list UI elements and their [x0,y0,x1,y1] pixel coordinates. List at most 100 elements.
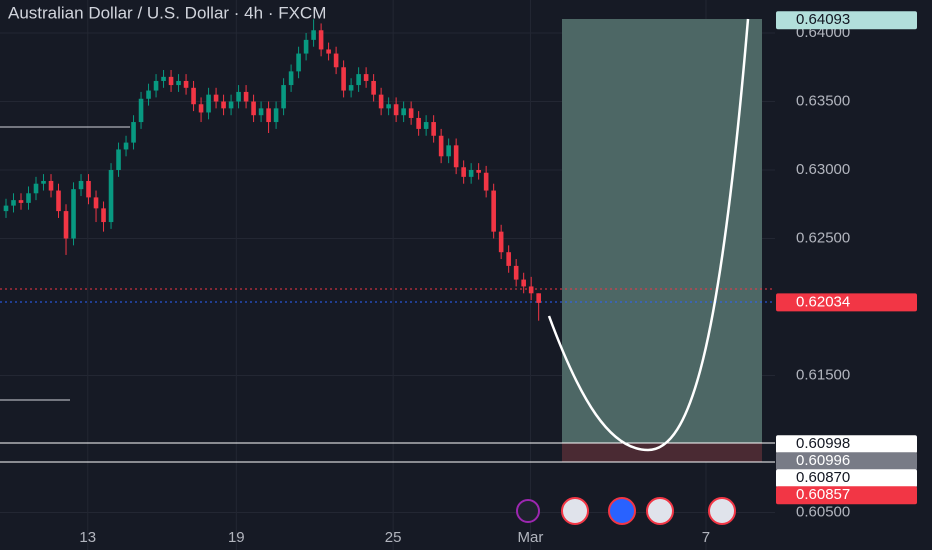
event-icon [516,499,540,523]
candle-body [131,122,136,143]
candle-body [206,94,211,113]
candle-body [483,172,489,191]
candle-body [108,170,114,223]
y-tick-label: 0.63000 [796,161,850,178]
price-label: 0.60998 [776,435,917,454]
candle-body [41,180,46,184]
candle-body [213,94,219,102]
candle-body [123,142,129,150]
candle-body [183,80,189,88]
price-label-box [776,486,917,505]
candle-body [318,30,324,50]
candle-body [258,108,264,116]
candle-body [296,53,301,72]
x-tick-label: Mar [517,529,543,546]
event-icon [561,497,589,525]
candle-body [56,190,61,212]
candle-body [243,91,249,102]
candle-body [101,208,106,223]
candle-body [168,76,174,86]
candle-body [11,200,16,206]
candle-body [78,180,84,190]
event-icon [608,497,636,525]
price-label: 0.64093 [776,11,917,30]
chart-title: Australian Dollar / U.S. Dollar · 4h · F… [8,3,326,22]
target-zone [562,19,762,443]
candle-body [408,108,414,118]
candle-body [251,101,256,116]
candle-body [146,90,151,99]
candle-body [221,101,226,109]
candle-body [348,85,354,91]
candle-body [33,183,39,194]
x-tick-label: 7 [702,529,710,546]
candle-body [176,80,181,86]
candle-body [461,167,466,177]
candle-body [326,49,331,54]
candle-body [333,53,339,68]
candle-body [393,104,399,116]
x-tick-label: 13 [79,529,96,546]
candle-body [416,117,421,129]
candle-body [138,98,144,123]
candle-body [198,104,204,113]
candle-body [356,74,361,86]
price-label-box [776,293,917,312]
candle-body [506,252,511,266]
candle-body [423,122,429,129]
candle-body [476,170,481,173]
y-tick-label: 0.61500 [796,366,850,383]
candle-body [386,104,391,109]
event-icons [516,497,736,525]
stop-zone [562,443,762,462]
candle-body [311,30,316,40]
candle-body [371,80,376,95]
price-label-text: 0.62034 [796,293,850,310]
price-label-text: 0.60998 [796,435,850,452]
candle-body [48,180,54,191]
candle-body [431,122,436,136]
candle-body [86,180,91,198]
candle-body [363,74,369,81]
x-tick-label: 19 [228,529,245,546]
event-icon [708,497,736,525]
candle-body [438,135,444,157]
candle-body [18,200,24,203]
candle-body [288,71,294,86]
axes: 0.60500 0.61500 0.62500 0.63000 0.63500 0.640… [79,11,917,546]
candle-body [401,108,406,116]
candle-body [26,193,31,203]
candle-body [491,190,496,232]
y-tick-label: 0.62500 [796,229,850,246]
candle-body [93,197,99,209]
price-label-text: 0.60870 [796,469,850,486]
price-label-box [776,11,917,30]
candle-body [521,279,526,287]
x-tick-label: 25 [385,529,402,546]
candle-body [513,265,519,280]
candle-body [116,149,121,170]
candle-body [528,286,534,294]
candle-body [191,87,196,105]
candle-body [228,101,234,109]
candle-body [536,293,541,303]
event-icon [646,497,674,525]
price-label: 0.60996 [776,452,917,471]
projection-curve [547,18,750,452]
candle-body [153,80,159,91]
y-tick-label: 0.60500 [796,503,850,520]
price-label-box [776,435,917,454]
price-label: 0.60870 [776,469,917,488]
price-label-box [776,469,917,488]
candle-body [3,205,9,212]
price-label-text: 0.64093 [796,11,850,28]
price-label: 0.62034 [776,293,917,312]
price-label-text: 0.60857 [796,486,850,503]
price-label-box [776,452,917,471]
candle-body [236,91,241,102]
candle-body [63,211,69,239]
candle-body [446,145,451,157]
candle-body [161,76,166,81]
